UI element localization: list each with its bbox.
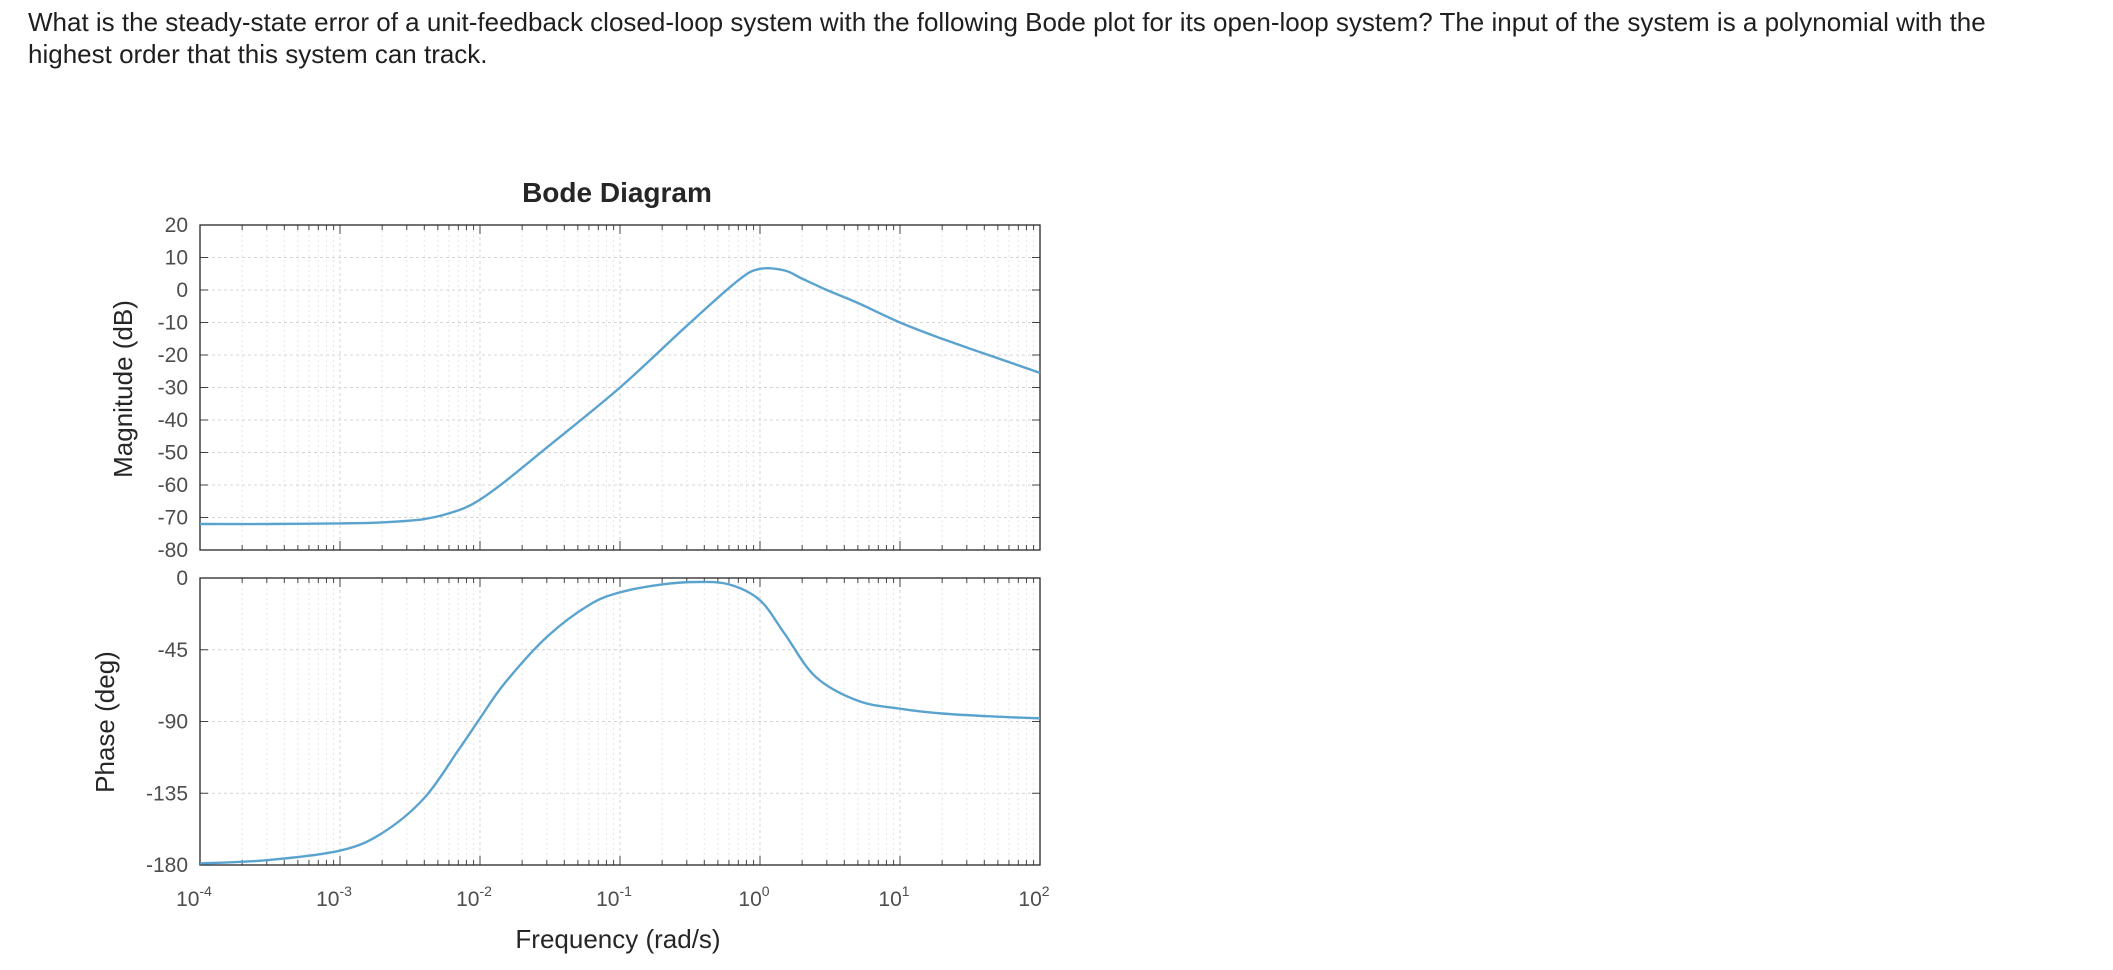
- magnitude-y-tick-label: -10: [158, 312, 188, 335]
- magnitude-y-tick-label: 0: [176, 279, 188, 302]
- question-line-2: highest order that this system can track…: [28, 39, 488, 69]
- magnitude-curve: [199, 267, 1041, 526]
- x-tick-label: 10-1: [596, 883, 632, 911]
- magnitude-y-tick-label: -30: [158, 377, 188, 400]
- x-axis-label: Frequency (rad/s): [515, 924, 720, 954]
- magnitude-y-tick-label: -50: [158, 442, 188, 465]
- magnitude-axis-label: Magnitude (dB): [108, 300, 138, 478]
- phase-y-tick-label: 0: [176, 567, 188, 590]
- magnitude-y-tick-label: -70: [158, 507, 188, 530]
- question-line-1: What is the steady-state error of a unit…: [28, 7, 1986, 37]
- chart-title: Bode Diagram: [522, 177, 712, 208]
- phase-curve: [199, 580, 1041, 865]
- x-tick-label: 10-3: [316, 883, 352, 911]
- magnitude-y-tick-label: -80: [158, 539, 188, 562]
- x-tick-label: 101: [878, 883, 909, 911]
- x-tick-labels: 10-4 10-3 10-2 10-1 100 101 102: [176, 883, 1050, 911]
- phase-y-tick-label: -180: [146, 854, 188, 877]
- x-tick-label: 10-2: [456, 883, 492, 911]
- phase-y-tick-label: -90: [158, 711, 188, 734]
- phase-y-tick-label: -45: [158, 639, 188, 662]
- magnitude-y-tick-label: -60: [158, 474, 188, 497]
- magnitude-y-tick-label: 20: [165, 214, 188, 237]
- phase-panel: 0 -45 -90 -135 -180: [146, 567, 1041, 877]
- phase-axis-label: Phase (deg): [90, 651, 120, 793]
- magnitude-y-tick-label: -20: [158, 344, 188, 367]
- magnitude-y-tick-label: 10: [165, 247, 188, 270]
- phase-axes-box: [199, 577, 1041, 866]
- magnitude-y-tick-label: -40: [158, 409, 188, 432]
- magnitude-axes-box: [199, 224, 1041, 551]
- question-text: What is the steady-state error of a unit…: [28, 6, 2098, 70]
- x-tick-label: 100: [738, 883, 769, 911]
- phase-y-tick-label: -135: [146, 782, 188, 805]
- x-tick-label: 102: [1018, 883, 1049, 911]
- x-tick-label: 10-4: [176, 883, 212, 911]
- magnitude-panel: 20 10 0 -10 -20 -30 -40 -50 -60 -70 -80: [158, 214, 1041, 562]
